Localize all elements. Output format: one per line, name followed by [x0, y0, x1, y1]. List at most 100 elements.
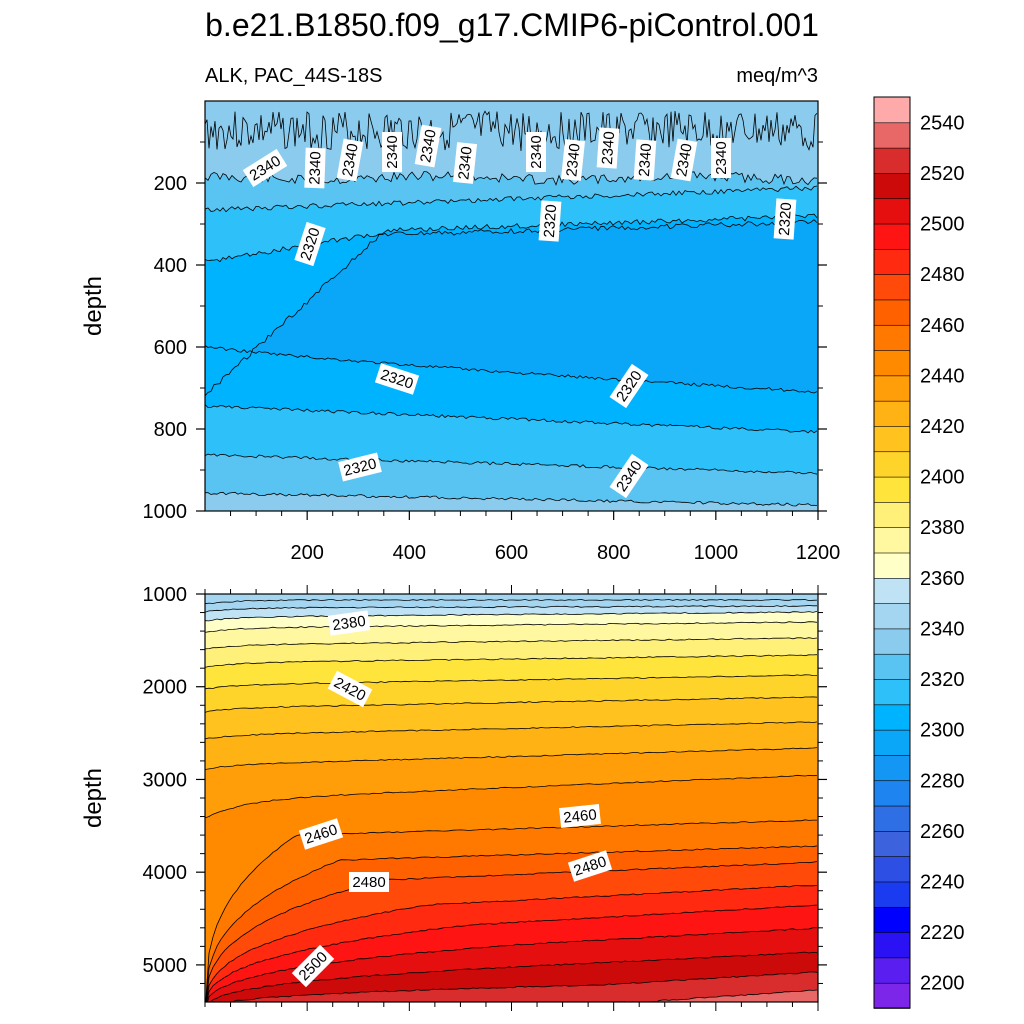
- colorbar-tick-label: 2500: [920, 214, 965, 236]
- colorbar-tick-label: 2380: [920, 517, 965, 539]
- colorbar-tick-label: 2520: [920, 163, 965, 185]
- upper-contour-line: [205, 345, 818, 394]
- upper-fill-band: [205, 492, 818, 511]
- colorbar-tick-label: 2540: [920, 112, 965, 134]
- colorbar-swatch: [873, 602, 911, 630]
- upper-y-tick-label: 1000: [143, 501, 188, 523]
- svg-text:2340: 2340: [563, 143, 583, 178]
- colorbar-swatch: [873, 450, 911, 478]
- lower-contour-line: [552, 989, 818, 1002]
- lower-fill-band: [615, 990, 818, 1002]
- colorbar-swatch: [873, 400, 911, 427]
- upper-contour-label: 2340: [670, 138, 698, 182]
- colorbar-swatch: [873, 552, 911, 579]
- colorbar-swatch: [873, 855, 911, 883]
- colorbar-swatch: [873, 678, 911, 706]
- svg-text:2340: 2340: [599, 131, 618, 165]
- colorbar-swatch: [873, 349, 911, 377]
- colorbar-swatch: [873, 273, 911, 301]
- colorbar: 2200 2220 2240 2260 2280 2300 2320 2340 2360 2380…: [873, 96, 965, 1009]
- upper-y-tick-label: 200: [154, 173, 187, 195]
- colorbar-tick-label: 2260: [920, 821, 965, 843]
- colorbar-tick-label: 2220: [920, 922, 965, 944]
- svg-text:2340: 2340: [455, 146, 475, 181]
- colorbar-swatch: [873, 628, 911, 655]
- upper-y-tick-label: 600: [154, 337, 187, 359]
- lower-contour-line: [206, 885, 818, 1002]
- upper-contour-label: 2340: [560, 139, 586, 181]
- upper-x-tick-label: 1000: [694, 542, 739, 564]
- lower-contour-line: [205, 861, 818, 1002]
- lower-contour-line: [205, 696, 818, 713]
- lower-contour-line: [205, 674, 818, 690]
- colorbar-tick-label: 2280: [920, 770, 965, 792]
- colorbar-swatch: [873, 197, 911, 225]
- upper-contour-label: 2320: [338, 452, 382, 482]
- svg-text:2340: 2340: [384, 135, 401, 168]
- colorbar-swatch: [873, 957, 911, 984]
- colorbar-swatch: [873, 931, 911, 959]
- svg-text:2340: 2340: [306, 151, 324, 185]
- upper-contour-label: 2340: [304, 147, 326, 189]
- lower-y-tick-label: 1000: [143, 584, 188, 606]
- colorbar-swatch: [873, 805, 911, 832]
- upper-contour-label: 2340: [596, 127, 620, 169]
- colorbar-swatch: [873, 779, 911, 807]
- upper-x-tick-label: 200: [290, 542, 323, 564]
- svg-text:2320: 2320: [776, 202, 795, 236]
- svg-text:2380: 2380: [331, 613, 366, 634]
- upper-contour-label: 2340: [414, 124, 442, 168]
- upper-contour-label: 2340: [526, 132, 546, 172]
- svg-text:2340: 2340: [417, 128, 440, 164]
- colorbar-swatch: [873, 830, 911, 857]
- lower-contour-line: [205, 605, 817, 613]
- colorbar-tick-label: 2320: [920, 669, 965, 691]
- lower-contour-line: [205, 611, 818, 622]
- colorbar-swatch: [873, 704, 911, 731]
- lower-contour-line: [205, 845, 818, 1002]
- colorbar-swatch: [873, 122, 911, 149]
- svg-text:2320: 2320: [541, 204, 560, 238]
- colorbar-swatch: [873, 526, 911, 554]
- colorbar-swatch: [873, 906, 911, 933]
- upper-contour-label: 2340: [382, 132, 402, 172]
- upper-contour-line: [205, 404, 818, 434]
- lower-y-tick-label: 5000: [143, 955, 188, 977]
- colorbar-swatch: [873, 653, 911, 680]
- colorbar-frame: [873, 96, 911, 1009]
- lower-contour-line: [224, 971, 818, 1002]
- svg-text:2340: 2340: [636, 143, 655, 177]
- upper-axis-ticks: 200 400 600 800 1000 200 400 600 800 1000 1200: [143, 141, 841, 564]
- lower-contour-line: [205, 654, 818, 668]
- colorbar-tick-label: 2340: [920, 618, 965, 640]
- lower-y-tick-label: 4000: [143, 862, 188, 884]
- lower-contour-line: [205, 621, 818, 633]
- colorbar-swatch: [873, 223, 911, 250]
- upper-y-axis-label: depth: [80, 276, 107, 336]
- lower-contour-line: [205, 721, 818, 740]
- colorbar-swatch: [873, 501, 911, 528]
- upper-contour-label: 2320: [538, 200, 562, 242]
- colorbar-swatch: [873, 96, 911, 124]
- upper-contour-label: 2340: [336, 138, 364, 182]
- colorbar-swatch: [873, 248, 911, 275]
- colorbar-tick-label: 2200: [920, 973, 965, 995]
- svg-text:2480: 2480: [352, 874, 385, 891]
- colorbar-tick-label: 2480: [920, 264, 965, 286]
- colorbar-tick-label: 2360: [920, 568, 965, 590]
- upper-contour-label: 2340: [452, 142, 478, 184]
- colorbar-swatch: [873, 729, 911, 756]
- upper-x-tick-label: 1200: [796, 542, 841, 564]
- lower-contour-label: 2380: [327, 610, 371, 636]
- svg-text:2340: 2340: [528, 135, 545, 168]
- upper-contour-line: [205, 185, 818, 213]
- upper-contour-labels: 2340 2340 2340 2340 2340 2340 2340 2340 2340 2340…: [242, 124, 797, 499]
- lower-contour-line: [205, 774, 818, 819]
- colorbar-tick-label: 2300: [920, 720, 965, 742]
- colorbar-tick-label: 2440: [920, 365, 965, 387]
- upper-x-tick-label: 400: [393, 542, 426, 564]
- colorbar-tick-label: 2420: [920, 416, 965, 438]
- upper-contour-line: [205, 219, 818, 397]
